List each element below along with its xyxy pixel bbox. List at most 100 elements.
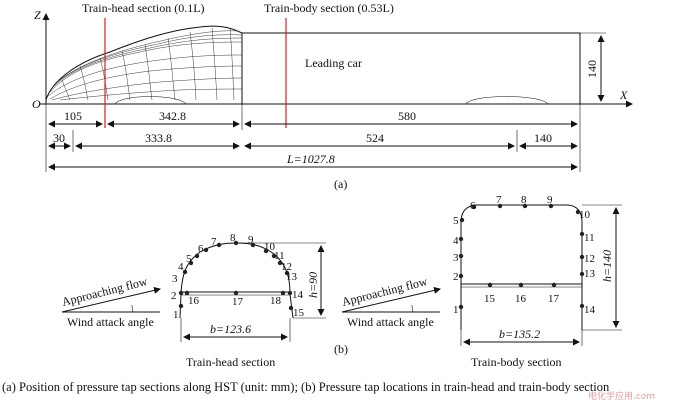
body-tap-11 [579, 231, 585, 237]
body-height-label: h=140 [600, 250, 614, 282]
car-body [242, 32, 581, 104]
body-tap-4 [458, 236, 464, 242]
dim-140: 140 [534, 131, 552, 145]
head-tap-16 [184, 290, 190, 296]
dimension-row-1: 105 342.8 580 [48, 109, 578, 128]
body-tap-6 [471, 204, 477, 210]
panel-b: Approaching flow Wind attack angle Appro… [60, 194, 622, 369]
dim-524: 524 [366, 131, 384, 145]
head-tap-label-10: 10 [264, 241, 276, 253]
panel-a-tag: (a) [334, 177, 347, 191]
figure-caption: (a) Position of pressure tap sections al… [2, 380, 610, 394]
flow-label-right: Approaching flow [340, 274, 429, 309]
head-tap-12 [277, 260, 283, 266]
rear-bogie [465, 96, 549, 105]
head-section-title: Train-head section [186, 355, 275, 369]
body-tap-14 [579, 303, 585, 309]
head-tap-8 [233, 240, 239, 246]
dim-580: 580 [398, 109, 416, 123]
head-tap-5 [194, 253, 200, 259]
body-tap-label-12: 12 [584, 253, 595, 265]
front-bogie [114, 96, 187, 105]
body-section-title: Train-body section [471, 355, 562, 369]
head-tap-17 [233, 290, 239, 296]
body-tap-label-8: 8 [521, 194, 527, 206]
dim-105: 105 [64, 109, 82, 123]
body-tap-label-4: 4 [453, 235, 459, 247]
panel-b-tag: (b) [334, 342, 348, 356]
train-outline [45, 25, 581, 105]
head-width-label: b=123.6 [210, 322, 251, 336]
body-tap-label-7: 7 [496, 194, 502, 206]
body-tap-9 [548, 203, 554, 209]
head-tap-2 [178, 290, 184, 296]
head-tap-label-6: 6 [198, 243, 204, 255]
body-tap-label-16: 16 [515, 293, 527, 305]
body-tap-label-2: 2 [453, 271, 459, 283]
head-tap-4 [188, 260, 194, 266]
head-height-label: h=90 [306, 272, 320, 298]
total-length-label: L=1027.8 [286, 152, 335, 166]
body-tap-label-9: 9 [547, 194, 553, 206]
height-dimension-value: 140 [585, 60, 599, 78]
head-tap-1 [178, 303, 184, 309]
head-tap-label-14: 14 [292, 289, 304, 301]
dim-342-8: 342.8 [159, 109, 186, 123]
body-width-label: b=135.2 [499, 327, 540, 341]
head-tap-label-8: 8 [230, 232, 236, 244]
head-tap-label-13: 13 [286, 271, 298, 283]
head-tap-7 [216, 242, 222, 248]
body-tap-label-17: 17 [548, 293, 560, 305]
watermark: 电化学应用.com [588, 392, 656, 402]
leading-car-label: Leading car [305, 56, 362, 70]
body-tap-13 [579, 271, 585, 277]
body-tap-label-13: 13 [584, 268, 596, 280]
dim-30: 30 [53, 131, 65, 145]
head-tap-label-18: 18 [270, 295, 282, 307]
head-tap-label-7: 7 [211, 236, 217, 248]
head-tap-label-11: 11 [274, 250, 285, 262]
head-tap-10 [263, 248, 269, 254]
body-tap-label-14: 14 [584, 304, 596, 316]
body-tap-17 [551, 282, 557, 288]
flow-label-left: Approaching flow [60, 274, 149, 309]
body-tap-label-10: 10 [579, 209, 591, 221]
head-tap-label-9: 9 [248, 234, 254, 246]
head-tap-label-2: 2 [171, 290, 177, 302]
body-tap-label-11: 11 [584, 232, 595, 244]
head-tap-3 [182, 269, 188, 275]
body-tap-3 [458, 253, 464, 259]
body-tap-label-15: 15 [484, 293, 496, 305]
train-head-section-label: Train-head section (0.1L) [82, 1, 205, 15]
body-tap-7 [497, 203, 503, 209]
head-tap-label-5: 5 [186, 253, 192, 265]
body-tap-label-5: 5 [453, 215, 459, 227]
body-tap-5 [459, 217, 465, 223]
body-tap-label-6: 6 [470, 200, 476, 212]
head-tap-13 [284, 270, 290, 276]
flow-indicator-right: Approaching flow Wind attack angle [340, 274, 441, 329]
body-tap-16 [518, 282, 524, 288]
flow-indicator-left: Approaching flow Wind attack angle [60, 274, 161, 329]
head-tap-label-4: 4 [178, 261, 184, 273]
head-tap-9 [250, 242, 256, 248]
body-tap-8 [522, 203, 528, 209]
head-tap-label-3: 3 [172, 273, 178, 285]
body-tap-15 [487, 282, 493, 288]
z-axis-label: Z [34, 8, 41, 22]
head-tap-18 [280, 290, 286, 296]
head-tap-6 [203, 247, 209, 253]
dimension-row-2: 30 333.8 524 140 [48, 131, 578, 150]
body-tap-10 [575, 209, 581, 215]
head-tap-label-12: 12 [281, 261, 292, 273]
head-tap-14 [287, 290, 293, 296]
body-tap-2 [458, 273, 464, 279]
head-tap-15 [288, 305, 294, 311]
head-tap-label-17: 17 [232, 296, 244, 308]
body-tap-12 [579, 254, 585, 260]
